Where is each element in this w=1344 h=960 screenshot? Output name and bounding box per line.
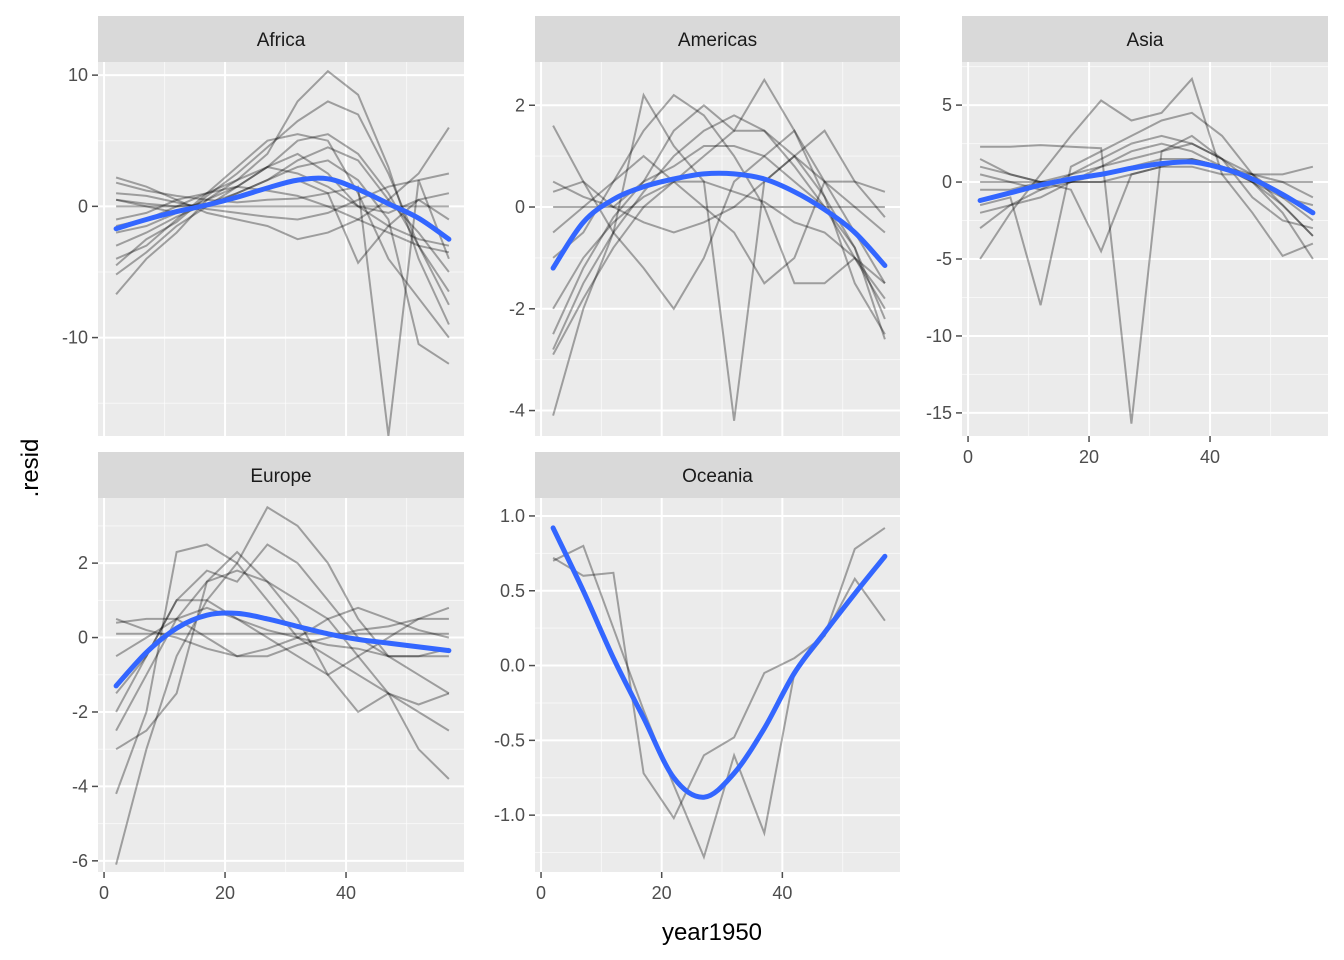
residual-line: [115, 179, 450, 436]
plot-area-asia: [977, 76, 1316, 424]
x-tick-label: 20: [215, 883, 235, 903]
strip-label-americas: Americas: [678, 30, 757, 51]
residual-line: [115, 606, 450, 658]
residual-line: [115, 606, 450, 658]
y-tick-label: 0: [942, 172, 952, 192]
strip-oceania: [535, 452, 900, 498]
residual-line: [979, 142, 1314, 260]
plot-area-oceania: [550, 525, 888, 860]
y-tick-label: -5: [936, 249, 952, 269]
residual-line: [979, 76, 1314, 260]
y-tick-label: 10: [68, 65, 88, 85]
strip-label-europe: Europe: [250, 466, 311, 487]
residual-line: [552, 154, 886, 285]
y-tick-label: -1.0: [494, 805, 525, 825]
residual-line: [115, 543, 450, 795]
y-tick-label: -4: [509, 401, 525, 421]
residual-line: [979, 157, 1314, 254]
strip-label-asia: Asia: [1127, 30, 1164, 51]
x-tick-label: 40: [772, 883, 792, 903]
strip-africa: [98, 16, 464, 62]
x-axis-title: year1950: [662, 919, 762, 946]
y-tick-label: -10: [926, 326, 952, 346]
smooth-trend-line: [113, 175, 452, 242]
y-tick-label: 5: [942, 95, 952, 115]
x-tick-label: 20: [652, 883, 672, 903]
x-tick-label: 40: [336, 883, 356, 903]
y-tick-label: 1.0: [500, 506, 525, 526]
residual-line: [115, 165, 450, 247]
smooth-trend-line: [550, 170, 888, 271]
y-tick-label: 0: [78, 628, 88, 648]
x-tick-label: 0: [99, 883, 109, 903]
residual-line: [115, 69, 450, 325]
y-tick-label: 0.0: [500, 656, 525, 676]
panel-africa: Africa 10 0 -10: [62, 16, 464, 436]
panel-americas: Americas 2 0 -2 -4: [509, 16, 900, 436]
smooth-trend-line: [113, 610, 452, 689]
strip-americas: [535, 16, 900, 62]
y-tick-label: -0.5: [494, 730, 525, 750]
residual-line: [115, 543, 450, 695]
facet-panels: Africa100-10Americas20-2-4Asia50-5-10-15…: [62, 16, 1328, 903]
x-tick-label: 40: [1200, 447, 1220, 467]
panel-bg-europe: [98, 498, 464, 872]
y-tick-label: -15: [926, 403, 952, 423]
strip-europe: [98, 452, 464, 498]
residual-line: [552, 180, 886, 310]
residual-line: [979, 165, 1314, 183]
panel-bg-africa: [98, 62, 464, 436]
strip-label-africa: Africa: [257, 30, 306, 51]
y-tick-label: 2: [78, 553, 88, 573]
plot-area-americas: [550, 77, 888, 421]
smooth-trend-line: [550, 525, 888, 800]
panel-oceania: Oceania 1.0 0.5 0.0 -0.5 -1.0 0 20 40: [494, 452, 900, 903]
residual-line: [552, 527, 886, 821]
panel-bg-americas: [535, 62, 900, 436]
panel-bg-asia: [962, 62, 1328, 436]
residual-line: [115, 550, 450, 751]
plot-area-africa: [113, 69, 452, 436]
residual-line: [116, 172, 450, 221]
residual-line: [552, 129, 886, 356]
residual-line: [115, 606, 449, 676]
y-tick-label: 0: [78, 196, 88, 216]
y-tick-label: -2: [72, 702, 88, 722]
smooth-trend-line: [977, 159, 1316, 216]
strip-label-oceania: Oceania: [682, 466, 753, 487]
residual-line: [115, 185, 450, 254]
residual-line: [115, 127, 450, 241]
residual-line: [115, 599, 449, 713]
y-tick-label: 0: [515, 197, 525, 217]
residual-line: [980, 134, 1314, 230]
y-tick-label: -6: [72, 851, 88, 871]
y-tick-label: -4: [72, 776, 88, 796]
strip-asia: [962, 16, 1328, 62]
residual-line: [552, 93, 886, 285]
x-tick-label: 20: [1079, 447, 1099, 467]
x-tick-label: 0: [963, 447, 973, 467]
residual-line: [115, 569, 450, 732]
residual-line: [552, 92, 886, 421]
y-tick-label: 2: [515, 95, 525, 115]
residual-line: [980, 142, 1314, 424]
residual-line: [552, 129, 886, 234]
panel-bg-oceania: [535, 498, 900, 872]
y-axis-title: .resid: [17, 439, 44, 498]
residual-line: [115, 100, 450, 306]
y-tick-label: 0.5: [500, 581, 525, 601]
plot-area-europe: [113, 505, 452, 865]
residual-line: [115, 133, 450, 293]
y-tick-label: -2: [509, 299, 525, 319]
residual-line: [115, 133, 450, 339]
residual-line: [979, 134, 1314, 237]
x-tick-label: 0: [536, 883, 546, 903]
y-tick-label: -10: [62, 328, 88, 348]
residual-line: [115, 505, 450, 865]
panel-asia: Asia 5 0 -5 -10 -15 0 20 40: [926, 16, 1328, 467]
